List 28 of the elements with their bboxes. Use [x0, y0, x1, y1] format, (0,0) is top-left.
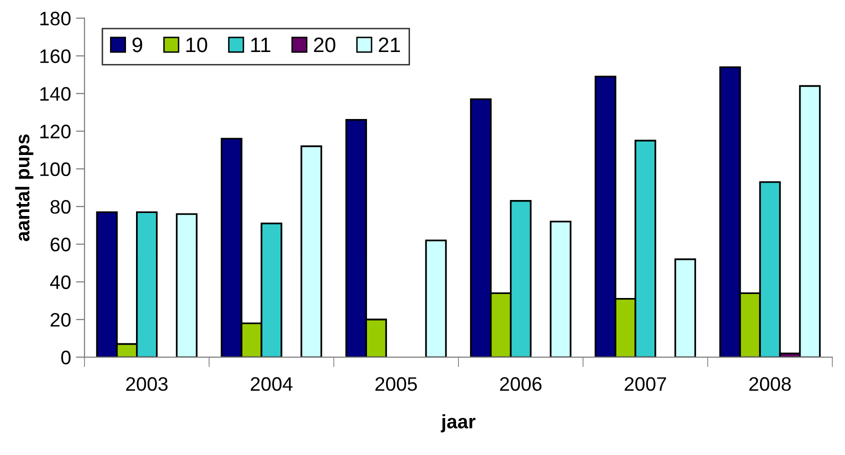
bar — [300, 145, 322, 358]
x-tick-label: 2005 — [375, 377, 417, 391]
y-tick-label: 100 — [40, 162, 71, 176]
legend-label: 9 — [132, 38, 142, 52]
legend-label: 21 — [378, 38, 400, 52]
bar — [176, 213, 198, 358]
x-tick-label: 2006 — [500, 377, 542, 391]
bar — [550, 220, 572, 358]
x-tick-label: 2003 — [126, 377, 168, 391]
y-tick-label: 160 — [40, 49, 71, 64]
y-tick-label: 40 — [50, 275, 71, 290]
y-tick-label: 120 — [40, 124, 71, 138]
y-tick-label: 140 — [40, 86, 71, 101]
legend-label: 20 — [314, 38, 336, 52]
x-tick-label: 2004 — [250, 377, 293, 391]
y-tick-label: 60 — [50, 238, 71, 252]
bar — [674, 258, 696, 358]
legend-label: 11 — [251, 38, 270, 52]
x-tick-label: 2007 — [624, 377, 666, 391]
x-tick-label: 2008 — [749, 377, 791, 391]
y-tick-label: 20 — [50, 312, 71, 327]
y-tick-label: 0 — [61, 350, 71, 364]
bar — [425, 240, 447, 358]
legend-label: 10 — [186, 38, 208, 52]
y-tick-label: 180 — [40, 12, 71, 26]
y-tick-label: 80 — [50, 200, 71, 214]
y-axis-title: aantal pups — [15, 134, 34, 242]
x-axis-title: jaar — [440, 414, 476, 432]
